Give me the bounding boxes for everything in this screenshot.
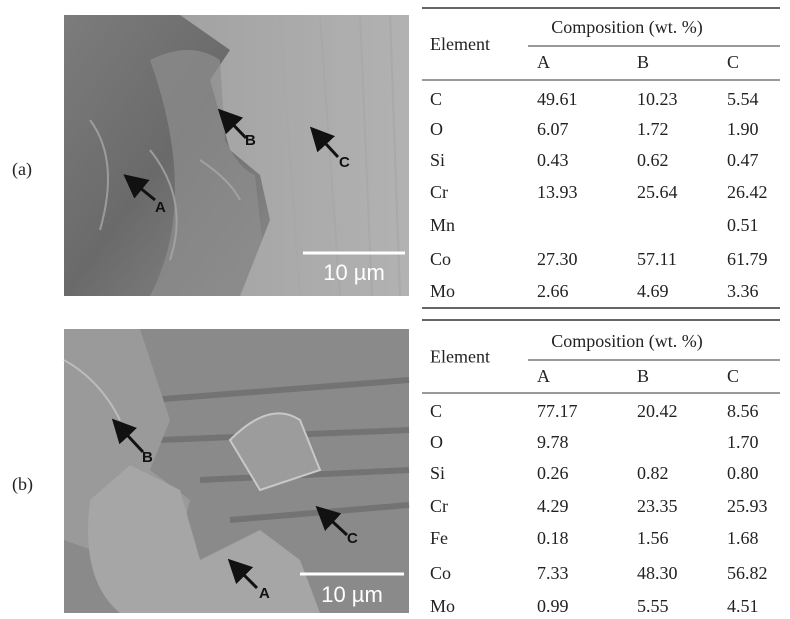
table-column-header: A <box>537 52 550 72</box>
panel-label: (b) <box>12 474 33 495</box>
table-cell: 5.54 <box>727 89 759 109</box>
table-row-header: Co <box>430 249 451 269</box>
table-group-header: Composition (wt. %) <box>551 17 703 38</box>
marker-label: A <box>155 199 166 216</box>
table-row-header: C <box>430 89 442 109</box>
table-row-header: Co <box>430 563 451 583</box>
marker-label: A <box>259 585 270 602</box>
marker-label: B <box>142 449 153 466</box>
table-cell: 0.62 <box>637 150 669 170</box>
table-cell: 49.61 <box>537 89 578 109</box>
table-row-header: Si <box>430 150 445 170</box>
table-cell: 0.51 <box>727 215 759 235</box>
table-cell: 10.23 <box>637 89 678 109</box>
table-cell: 27.30 <box>537 249 578 269</box>
table-cell: 0.80 <box>727 463 759 483</box>
table-cell: 1.70 <box>727 432 759 452</box>
table-row-header: Mo <box>430 281 455 301</box>
table-column-header: A <box>537 366 550 386</box>
table-cell: 0.18 <box>537 528 569 548</box>
table-cell: 26.42 <box>727 182 768 202</box>
table-cell: 23.35 <box>637 496 678 516</box>
table-cell: 0.43 <box>537 150 569 170</box>
table-cell: 25.93 <box>727 496 768 516</box>
table-cell: 0.82 <box>637 463 669 483</box>
table-cell: 0.99 <box>537 596 569 616</box>
table-cell: 1.56 <box>637 528 669 548</box>
table-header: Element <box>430 34 490 54</box>
table-cell: 13.93 <box>537 182 578 202</box>
table-row-header: Cr <box>430 182 448 202</box>
table-cell: 1.68 <box>727 528 759 548</box>
marker-label: C <box>347 530 358 547</box>
table-row-header: Mo <box>430 596 455 616</box>
table-cell: 3.36 <box>727 281 759 301</box>
table-cell: 0.26 <box>537 463 569 483</box>
table-row-header: Si <box>430 463 445 483</box>
marker-label: C <box>339 154 350 171</box>
table-cell: 1.90 <box>727 119 759 139</box>
table-column-header: B <box>637 366 649 386</box>
panel-label: (a) <box>12 159 32 180</box>
table-row-header: O <box>430 119 443 139</box>
table-cell: 20.42 <box>637 401 678 421</box>
table-cell: 2.66 <box>537 281 569 301</box>
table-column-header: C <box>727 366 739 386</box>
table-cell: 77.17 <box>537 401 578 421</box>
table-row-header: Cr <box>430 496 448 516</box>
scale-bar-label: 10 µm <box>321 582 383 607</box>
table-cell: 48.30 <box>637 563 678 583</box>
table-cell: 4.51 <box>727 596 759 616</box>
table-cell: 56.82 <box>727 563 768 583</box>
table-column-header: C <box>727 52 739 72</box>
table-column-header: B <box>637 52 649 72</box>
table-cell: 4.29 <box>537 496 569 516</box>
table-cell: 25.64 <box>637 182 678 202</box>
table-cell: 1.72 <box>637 119 669 139</box>
table-row-header: O <box>430 432 443 452</box>
table-group-header: Composition (wt. %) <box>551 331 703 352</box>
table-row-header: Fe <box>430 528 448 548</box>
marker-label: B <box>245 132 256 149</box>
table-row-header: Mn <box>430 215 455 235</box>
table-cell: 5.55 <box>637 596 669 616</box>
table-cell: 9.78 <box>537 432 569 452</box>
table-cell: 4.69 <box>637 281 669 301</box>
table-cell: 7.33 <box>537 563 569 583</box>
sem-image <box>64 329 409 613</box>
table-cell: 8.56 <box>727 401 759 421</box>
scale-bar-label: 10 µm <box>323 260 385 285</box>
table-cell: 0.47 <box>727 150 759 170</box>
table-cell: 61.79 <box>727 249 768 269</box>
table-cell: 57.11 <box>637 249 677 269</box>
table-cell: 6.07 <box>537 119 569 139</box>
figure: (a)ABC10 µmElementComposition (wt. %)ABC… <box>0 0 790 619</box>
table-row-header: C <box>430 401 442 421</box>
table-header: Element <box>430 347 490 367</box>
